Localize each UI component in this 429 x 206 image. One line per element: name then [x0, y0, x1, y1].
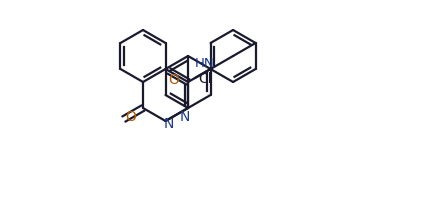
- Text: N: N: [163, 116, 174, 130]
- Text: N: N: [180, 109, 190, 123]
- Text: HN: HN: [195, 56, 214, 69]
- Text: Cl: Cl: [198, 72, 211, 86]
- Text: O: O: [169, 73, 179, 87]
- Text: O: O: [125, 110, 136, 123]
